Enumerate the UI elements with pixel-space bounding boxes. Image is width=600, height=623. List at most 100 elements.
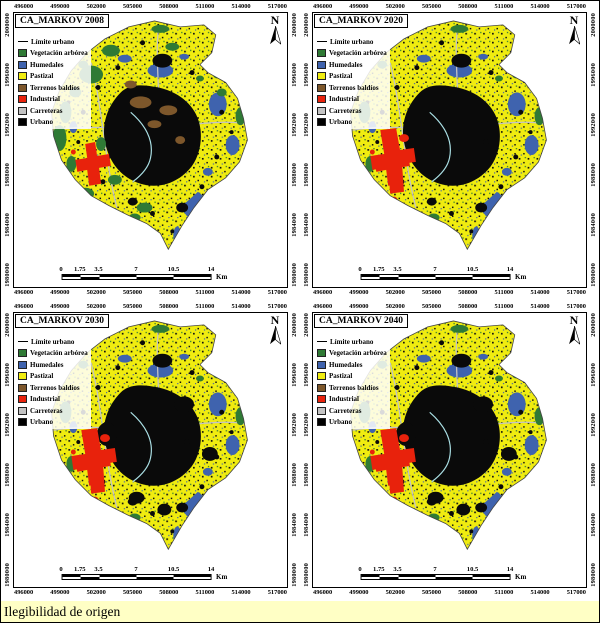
- color-swatch: [18, 95, 27, 103]
- y-tick-label: 1980000: [290, 563, 298, 587]
- y-tick-label: 1984000: [3, 513, 11, 537]
- legend-label: Pastizal: [30, 372, 54, 380]
- legend: Límite urbano Vegetación arbórea Humedales…: [16, 35, 91, 129]
- y-tick-label: 1992000: [589, 413, 597, 437]
- legend-item: Carreteras: [18, 106, 88, 115]
- y-tick-label: 2000000: [302, 13, 310, 37]
- scale-tick-label: 0: [358, 566, 362, 573]
- north-label: N: [569, 13, 579, 27]
- x-tick-label: 508000: [458, 589, 478, 596]
- legend-item: Humedales: [18, 360, 88, 369]
- y-tick-label: 1980000: [302, 263, 310, 287]
- x-tick-label: 514000: [231, 589, 251, 596]
- legend: Límite urbano Vegetación arbórea Humedales…: [315, 35, 390, 129]
- scale-bar-labels: 0 1.75 3.5 7 10.5 14: [59, 266, 214, 274]
- scale-bar-segment: [472, 575, 510, 577]
- scale-bar-segment: [379, 277, 399, 279]
- x-tick-label: 517000: [566, 3, 586, 10]
- scale-bar: 0 1.75 3.5 7 10.5 14 Km: [59, 266, 233, 283]
- y-tick-label: 1996000: [302, 363, 310, 387]
- x-tick-label: 499000: [349, 289, 369, 296]
- y-axis-left: 2000000 1996000 1992000 1988000 1984000 19800…: [1, 312, 13, 588]
- y-tick-label: 1988000: [302, 463, 310, 487]
- scale-tick-label: 3.5: [94, 566, 103, 573]
- boundary-line-swatch: [317, 41, 327, 42]
- y-axis-left: 2000000 1996000 1992000 1988000 1984000 19800…: [1, 12, 13, 288]
- scale-tick-label: 10.5: [167, 266, 180, 273]
- x-tick-label: 514000: [231, 289, 251, 296]
- y-axis-right: 2000000 1996000 1992000 1988000 1984000 19800…: [587, 312, 599, 588]
- y-tick-label: 1980000: [3, 263, 11, 287]
- map-frame: CA_MARKOV 2040 Límite urbano Vegetación a…: [312, 312, 587, 588]
- boundary-line-swatch: [18, 41, 28, 42]
- legend-item: Vegetación arbórea: [317, 49, 387, 58]
- legend-label: Límite urbano: [330, 337, 374, 346]
- caption-bar: Ilegibilidad de origen: [1, 601, 599, 622]
- x-tick-label: 508000: [159, 3, 179, 10]
- north-arrow: N: [565, 314, 583, 346]
- legend-item-boundary: Límite urbano: [317, 37, 387, 46]
- color-swatch: [18, 49, 27, 57]
- scale-bar-labels: 0 1.75 3.5 7 10.5 14: [358, 566, 513, 574]
- color-swatch: [317, 406, 326, 415]
- x-tick-label: 514000: [231, 3, 251, 10]
- boundary-line-swatch: [18, 341, 28, 342]
- y-tick-label: 1988000: [3, 463, 11, 487]
- caption-text: Ilegibilidad de origen: [4, 603, 121, 619]
- legend-label: Industrial: [329, 95, 359, 103]
- legend-label: Pastizal: [329, 372, 353, 380]
- color-swatch: [317, 72, 326, 80]
- scale-bar-strip: [61, 274, 212, 280]
- x-tick-label: 517000: [566, 303, 586, 310]
- y-tick-label: 2000000: [290, 13, 298, 37]
- scale-tick-label: 1.75: [74, 566, 86, 573]
- scale-bar: 0 1.75 3.5 7 10.5 14 Km: [358, 266, 532, 283]
- x-tick-label: 511000: [195, 289, 215, 296]
- color-swatch: [317, 60, 326, 69]
- scale-bar-segment: [99, 575, 137, 577]
- scale-tick-label: 7: [433, 266, 437, 273]
- color-swatch: [18, 383, 27, 392]
- scale-bar-segment: [472, 577, 510, 579]
- y-tick-label: 1988000: [302, 163, 310, 187]
- legend-label: Pastizal: [329, 72, 353, 80]
- legend-item: Vegetación arbórea: [18, 349, 88, 358]
- scale-bar-segment: [361, 575, 380, 577]
- color-swatch: [317, 106, 326, 115]
- legend-label: Urbano: [30, 418, 53, 426]
- y-tick-label: 1996000: [290, 363, 298, 387]
- x-tick-label: 502000: [385, 303, 405, 310]
- scale-tick-label: 14: [207, 266, 215, 273]
- legend-item: Vegetación arbórea: [317, 349, 387, 358]
- x-tick-label: 502000: [385, 589, 405, 596]
- legend-label: Vegetación arbórea: [30, 49, 88, 57]
- scale-bar-segment: [379, 275, 399, 277]
- scale-bar-segment: [379, 577, 399, 579]
- y-tick-label: 1996000: [3, 363, 11, 387]
- scale-tick-label: 0: [59, 566, 63, 573]
- color-swatch: [18, 395, 27, 403]
- y-tick-label: 2000000: [3, 13, 11, 37]
- x-tick-label: 508000: [458, 3, 478, 10]
- scale-bar-segment: [136, 575, 174, 577]
- legend-item-boundary: Límite urbano: [317, 337, 387, 346]
- legend-item: Vegetación arbórea: [18, 49, 88, 58]
- scale-tick-label: 14: [207, 566, 215, 573]
- legend-label: Industrial: [30, 95, 60, 103]
- scale-bar-segment: [361, 275, 380, 277]
- color-swatch: [18, 83, 27, 92]
- y-axis-left: 2000000 1996000 1992000 1988000 1984000 19800…: [300, 312, 312, 588]
- scale-bar-segment: [398, 577, 436, 579]
- x-tick-label: 499000: [349, 303, 369, 310]
- color-swatch: [18, 106, 27, 115]
- x-tick-label: 511000: [195, 589, 215, 596]
- boundary-line-swatch: [317, 341, 327, 342]
- north-arrow-icon: [568, 326, 580, 345]
- legend-label: Industrial: [30, 395, 60, 403]
- scale-bar-segment: [99, 577, 137, 579]
- legend-item: Pastizal: [18, 372, 88, 381]
- scale-bar-segment: [173, 277, 211, 279]
- color-swatch: [18, 360, 27, 369]
- y-tick-label: 1984000: [589, 213, 597, 237]
- legend: Límite urbano Vegetación arbórea Humedales…: [315, 335, 390, 429]
